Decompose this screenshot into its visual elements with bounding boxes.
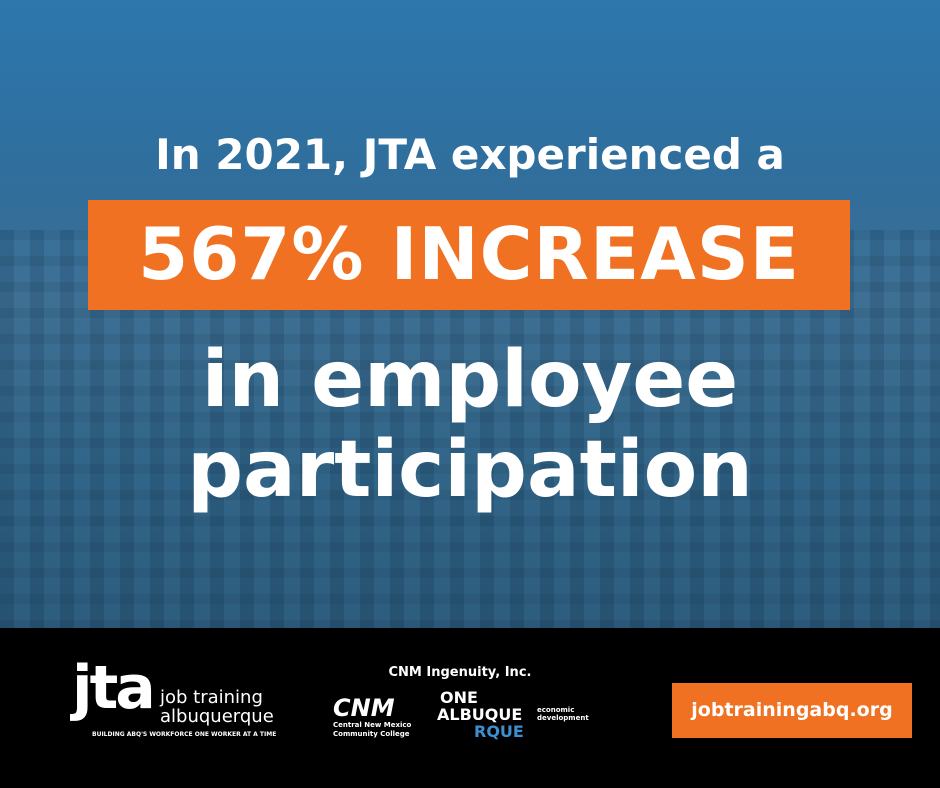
one-abq-line: RQUE [474, 722, 524, 741]
jta-name: albuquerque [160, 706, 274, 727]
one-abq-line: ALBUQUE [437, 705, 523, 724]
footer: jta job training albuquerque BUILDING AB… [0, 628, 940, 788]
one-abq-sub: development [537, 714, 589, 722]
cnm-text: Central New Mexico [333, 721, 412, 729]
one-abq-sub: economic [537, 706, 575, 714]
headline-line: in employee [201, 335, 739, 425]
cnm-text: Community College [333, 730, 410, 738]
url-box [672, 683, 912, 738]
jta-tagline: BUILDING ABQ'S WORKFORCE ONE WORKER AT A… [92, 731, 277, 738]
one-abq-line: ONE [440, 688, 478, 707]
highlight-text: 567% INCREASE [138, 212, 800, 296]
jta-mark: jta [72, 653, 156, 723]
intro-text: In 2021, JTA experienced a [155, 130, 785, 179]
jta-name: job training [160, 687, 263, 708]
cnm-mark: CNM [333, 694, 395, 722]
highlight-box [88, 200, 850, 310]
url-text: jobtrainingabq.org [691, 699, 893, 721]
partners-title: CNM Ingenuity, Inc. [388, 665, 532, 680]
headline-line: participation [187, 425, 753, 515]
